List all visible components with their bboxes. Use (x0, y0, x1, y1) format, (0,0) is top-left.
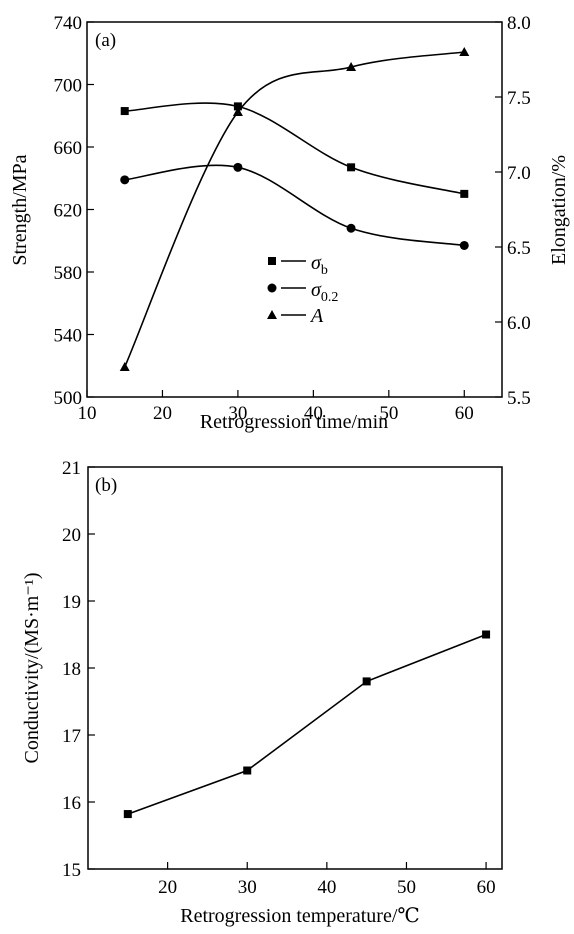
y2-axis-title-a: Elongation/% (548, 155, 570, 265)
series-layer-b (123, 630, 491, 819)
y2-tick-label: 6.0 (507, 313, 531, 334)
x-tick-label: 30 (238, 877, 257, 898)
data-point-triangle (232, 107, 243, 116)
y-tick-label: 700 (54, 76, 83, 97)
data-point-conductivity (482, 630, 491, 639)
y-tick-label: 540 (54, 326, 83, 347)
x-axis-title-b: Retrogression temperature/℃ (180, 905, 420, 927)
y-tick-label: 16 (62, 793, 81, 814)
y2-tick-label: 5.5 (507, 388, 531, 409)
data-point-conductivity (243, 766, 252, 775)
plot-frame-b (87, 466, 503, 870)
x-tick-label: 20 (158, 877, 177, 898)
data-point-triangle (346, 62, 357, 71)
y-tick-label: 660 (54, 138, 83, 159)
series-line-conductivity (127, 633, 487, 815)
x-tick-label: 60 (455, 403, 474, 424)
y2-tick-label: 7.5 (507, 88, 531, 109)
y-tick-label: 15 (62, 860, 81, 881)
x-tick-label: 40 (317, 877, 336, 898)
y-axis-right-a: 5.5 6.0 6.5 7.0 7.5 8.0 (495, 13, 531, 409)
y-tick-label: 740 (54, 13, 83, 34)
x-tick-label: 50 (397, 877, 416, 898)
legend-sub-sigma-02: 0.2 (321, 290, 339, 305)
x-tick-label: 20 (153, 403, 172, 424)
y-tick-label: 620 (54, 201, 83, 222)
series-line-triangle (123, 51, 465, 368)
data-point-square (120, 107, 129, 116)
chart-panel-a: 10 20 30 40 50 60 500 540 580 620 660 700 740 5.5 6.… (9, 13, 570, 433)
data-point-conductivity (362, 677, 371, 686)
y-axis-title-a: Strength/MPa (9, 154, 31, 265)
y-axis-title-b: Conductivity/(MS·m⁻¹) (21, 573, 43, 764)
data-point-triangle (459, 47, 470, 56)
legend: σb σ0.2 A (267, 252, 338, 327)
y-tick-label: 21 (62, 458, 81, 479)
x-axis-a: 10 20 30 40 50 60 (78, 390, 474, 424)
y-tick-label: 580 (54, 263, 83, 284)
series-line-square (124, 102, 465, 195)
y-tick-label: 20 (62, 525, 81, 546)
y2-tick-label: 8.0 (507, 13, 531, 34)
legend-symbol-sigma-02: σ (311, 279, 322, 301)
y-axis-b: 15 16 17 18 19 20 21 (62, 458, 95, 881)
panel-label-a: (a) (95, 30, 116, 51)
legend-label-a: A (309, 305, 324, 327)
y-axis-left-a: 500 540 580 620 660 700 740 (54, 13, 94, 409)
y-tick-label: 17 (62, 726, 81, 747)
x-axis-title-a: Retrogression time/min (200, 411, 388, 433)
data-point-circle (233, 162, 243, 172)
legend-label-sigma-02: σ0.2 (311, 279, 338, 305)
legend-sub-sigma-b: b (321, 263, 328, 278)
legend-marker-sigma-02 (267, 283, 277, 293)
x-tick-label: 10 (78, 403, 97, 424)
data-point-square (233, 102, 242, 111)
data-point-circle (120, 175, 130, 185)
x-tick-label: 60 (477, 877, 496, 898)
legend-label-sigma-b: σb (311, 252, 328, 278)
data-point-circle (459, 240, 469, 250)
x-tick-label: 50 (379, 403, 398, 424)
series-line-circle (124, 164, 465, 247)
legend-marker-sigma-b (268, 257, 276, 265)
data-point-conductivity (123, 810, 132, 819)
plot-frame-a (86, 21, 503, 398)
series-layer-a (119, 47, 470, 371)
legend-symbol-sigma-b: σ (311, 252, 322, 274)
y2-tick-label: 7.0 (507, 163, 531, 184)
panel-label-b: (b) (95, 475, 117, 496)
data-point-triangle (119, 362, 130, 371)
chart-panel-b: 20 30 40 50 60 15 16 17 18 19 20 21 (b) Retrogress… (21, 458, 503, 927)
data-point-circle (346, 223, 356, 233)
y-tick-label: 18 (62, 659, 81, 680)
data-point-square (347, 163, 356, 172)
legend-marker-a (267, 310, 277, 319)
y-tick-label: 19 (62, 592, 81, 613)
y-tick-label: 500 (54, 388, 83, 409)
y2-tick-label: 6.5 (507, 238, 531, 259)
data-point-square (460, 189, 469, 198)
x-tick-label: 30 (228, 403, 247, 424)
x-tick-label: 40 (304, 403, 323, 424)
x-axis-b: 20 30 40 50 60 (158, 862, 496, 898)
